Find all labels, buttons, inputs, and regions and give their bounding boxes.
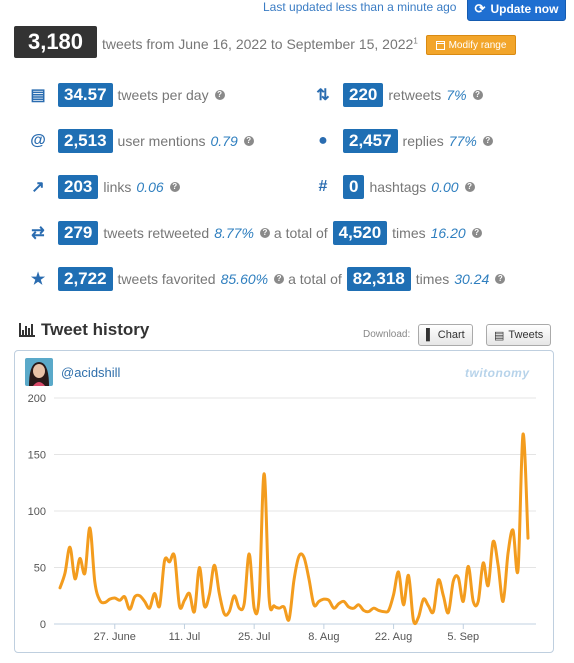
retweets-total-value: 4,520 xyxy=(332,221,388,245)
retweet-icon: ⇅ xyxy=(316,87,330,104)
retweet-icon: ⇄ xyxy=(31,225,45,242)
date-range-label: tweets from June 16, 2022 to September 1… xyxy=(102,36,414,52)
table-icon: ▤ xyxy=(494,329,505,342)
stat-tweets-favorited: ★ 2,722 tweets favorited 85.60% ? a tota… xyxy=(26,267,506,291)
times-label: times xyxy=(415,271,450,287)
help-icon[interactable]: ? xyxy=(243,136,254,146)
hashtags-value: 0 xyxy=(343,175,365,199)
replies-label: replies xyxy=(402,133,444,149)
y-tick-label: 50 xyxy=(34,563,46,575)
last-updated-text: Last updated less than a minute ago xyxy=(263,0,457,14)
update-now-button[interactable]: ⟳ Update now xyxy=(467,0,566,21)
user-handle[interactable]: @acidshill xyxy=(61,365,121,380)
times-label: times xyxy=(392,225,426,241)
tweets-retweeted-value: 279 xyxy=(58,221,99,245)
links-label: links xyxy=(103,179,132,195)
y-tick-label: 150 xyxy=(28,450,46,462)
at-sign-icon: @ xyxy=(30,132,46,149)
tweets-favorited-label: tweets favorited xyxy=(117,271,216,287)
y-tick-label: 0 xyxy=(40,619,46,631)
star-icon: ★ xyxy=(30,271,46,288)
download-tweets-button[interactable]: ▤ Tweets xyxy=(486,324,552,346)
favorites-avg: 30.24 xyxy=(454,271,490,287)
hashtag-icon: # xyxy=(318,178,328,195)
bar-chart-icon xyxy=(19,323,35,337)
user-mentions-ratio: 0.79 xyxy=(210,133,238,149)
total-tweets-badge: 3,180 xyxy=(14,26,97,58)
tweet-history-chart: 0 50 100 150 200 27. June 11. Jul 25. Jul 8. Aug… xyxy=(28,393,536,643)
total-label: a total of xyxy=(288,271,342,287)
stat-retweets: ⇅ 220 retweets 7% ? xyxy=(311,83,483,107)
tweets-favorited-value: 2,722 xyxy=(58,267,113,291)
tweets-per-day-label: tweets per day xyxy=(117,87,209,103)
favorites-total-value: 82,318 xyxy=(346,267,411,291)
user-mentions-label: user mentions xyxy=(117,133,206,149)
retweets-pct: 7% xyxy=(446,87,467,103)
links-ratio: 0.06 xyxy=(136,179,164,195)
update-now-label: Update now xyxy=(490,1,559,16)
download-chart-button[interactable]: ▌ Chart xyxy=(418,324,473,346)
avatar[interactable] xyxy=(25,358,53,386)
comments-icon: ● xyxy=(318,132,328,149)
y-tick-label: 100 xyxy=(28,506,46,518)
help-icon[interactable]: ? xyxy=(274,274,285,284)
tweet-history-title: Tweet history xyxy=(41,320,150,339)
x-tick-label: 25. Jul xyxy=(238,631,270,643)
refresh-icon: ⟳ xyxy=(474,0,486,16)
top-bar: Last updated less than a minute ago ⟳ Up… xyxy=(0,0,574,26)
help-icon[interactable]: ? xyxy=(472,90,483,100)
tweets-per-day-value: 34.57 xyxy=(58,83,113,107)
modify-range-label: Modify range xyxy=(448,39,507,51)
bar-chart-icon: ▌ xyxy=(426,329,434,341)
help-icon[interactable]: ? xyxy=(471,228,482,238)
modify-range-button[interactable]: Modify range xyxy=(426,35,516,55)
stat-tweets-per-day: ▤ 34.57 tweets per day ? xyxy=(26,83,225,107)
help-icon[interactable]: ? xyxy=(214,90,225,100)
download-chart-label: Chart xyxy=(437,329,465,341)
date-range-text: tweets from June 16, 2022 to September 1… xyxy=(102,36,418,52)
y-tick-label: 200 xyxy=(28,393,46,405)
share-link-icon: ↗ xyxy=(31,179,45,196)
stat-replies: ● 2,457 replies 77% ? xyxy=(311,129,493,153)
help-icon[interactable]: ? xyxy=(169,182,180,192)
download-tweets-label: Tweets xyxy=(508,329,544,341)
hashtags-label: hashtags xyxy=(369,179,427,195)
twitonomy-logo: twitonomy xyxy=(465,366,530,380)
stat-user-mentions: @ 2,513 user mentions 0.79 ? xyxy=(26,129,254,153)
download-label: Download: xyxy=(363,329,411,340)
range-footnote[interactable]: 1 xyxy=(413,36,418,46)
total-label: a total of xyxy=(273,225,328,241)
x-tick-label: 22. Aug xyxy=(375,631,412,643)
stat-hashtags: # 0 hashtags 0.00 ? xyxy=(311,175,475,199)
retweets-label: retweets xyxy=(388,87,442,103)
calendar-icon xyxy=(435,40,445,50)
links-value: 203 xyxy=(58,175,99,199)
retweets-value: 220 xyxy=(343,83,384,107)
help-icon[interactable]: ? xyxy=(482,136,493,146)
help-icon[interactable]: ? xyxy=(464,182,475,192)
replies-pct: 77% xyxy=(448,133,477,149)
x-tick-label: 27. June xyxy=(94,631,136,643)
stat-links: ↗ 203 links 0.06 ? xyxy=(26,175,180,199)
stat-tweets-retweeted: ⇄ 279 tweets retweeted 8.77% ? a total o… xyxy=(26,221,482,245)
retweets-avg: 16.20 xyxy=(430,225,466,241)
bar-chart-icon: ▤ xyxy=(30,87,46,104)
user-mentions-value: 2,513 xyxy=(58,129,113,153)
help-icon[interactable]: ? xyxy=(495,274,506,284)
x-tick-label: 11. Jul xyxy=(169,631,201,643)
replies-value: 2,457 xyxy=(343,129,398,153)
x-tick-label: 5. Sep xyxy=(447,631,479,643)
tweets-retweeted-pct: 8.77% xyxy=(214,225,254,241)
x-tick-label: 8. Aug xyxy=(308,631,339,643)
series-line xyxy=(58,432,530,626)
tweets-retweeted-label: tweets retweeted xyxy=(103,225,210,241)
tweets-favorited-pct: 85.60% xyxy=(220,271,269,287)
hashtags-ratio: 0.00 xyxy=(431,179,459,195)
tweet-history-heading: Tweet history xyxy=(19,320,149,340)
help-icon[interactable]: ? xyxy=(259,228,270,238)
